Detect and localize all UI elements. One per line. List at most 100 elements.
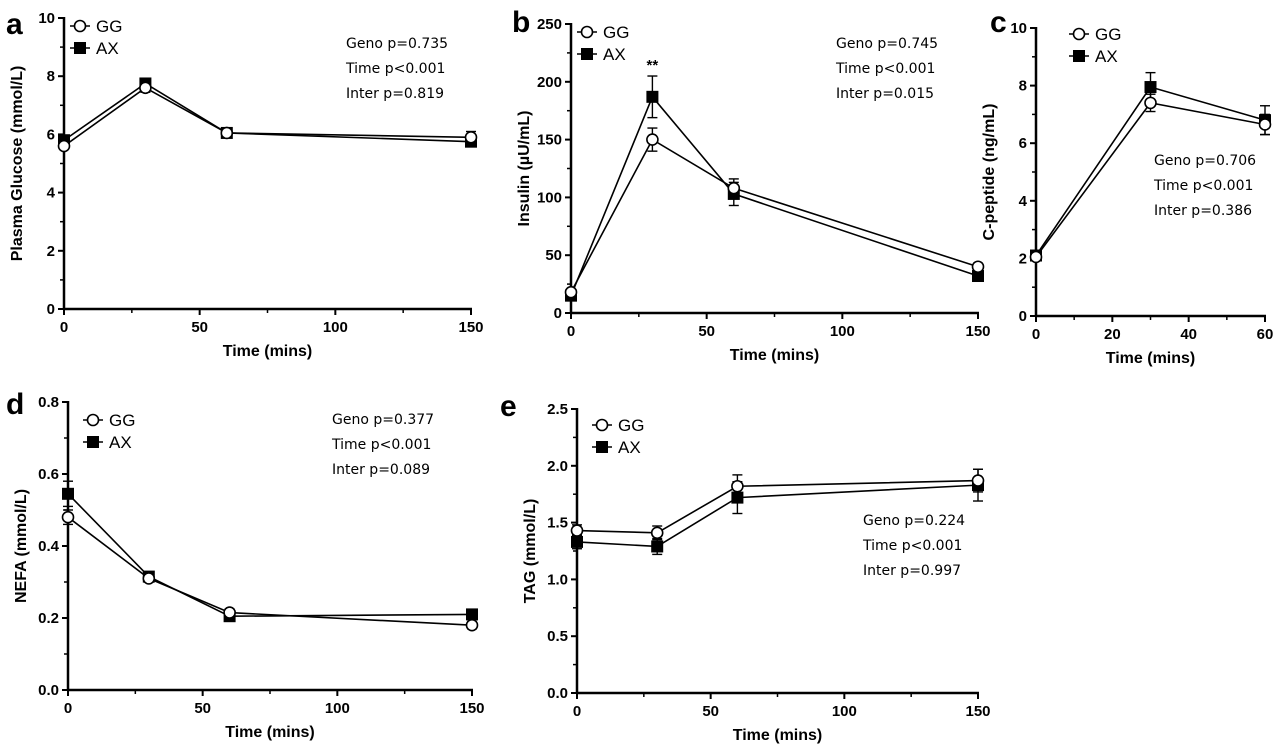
stat-line: Inter p=0.819: [346, 86, 444, 102]
stat-line: Time p<0.001: [331, 437, 431, 453]
data-point-gg: [731, 479, 744, 493]
data-point-gg: [464, 131, 478, 144]
legend-label: AX: [109, 433, 132, 452]
x-tick-label: 150: [965, 323, 990, 340]
legend-label: GG: [96, 17, 122, 36]
x-axis-label: Time (mins): [223, 343, 313, 360]
legend-label: GG: [109, 411, 135, 430]
legend: GG AX: [577, 23, 629, 64]
x-tick-label: 50: [698, 323, 715, 340]
data-point-ax: [62, 487, 74, 500]
data-point-gg: [971, 474, 985, 487]
legend-square-marker: [74, 42, 86, 54]
y-tick-label: 0.5: [547, 628, 568, 645]
stat-line: Inter p=0.089: [332, 462, 430, 478]
x-axis-label: Time (mins): [730, 347, 820, 364]
legend-label: AX: [603, 45, 626, 64]
legend-item-ax: AX: [592, 438, 641, 457]
y-tick-label: 2.0: [547, 458, 568, 475]
data-point-gg: [564, 285, 578, 299]
y-tick-label: 150: [537, 132, 562, 149]
data-point-gg: [727, 181, 741, 195]
y-tick-label: 0: [554, 305, 562, 322]
legend-item-gg: GG: [70, 17, 122, 36]
x-tick-label: 100: [830, 323, 855, 340]
y-tick-label: 0.2: [38, 610, 59, 627]
y-tick-label: 100: [537, 189, 562, 206]
y-axis-label: Plasma Glucose (mmol/L): [9, 66, 26, 262]
y-tick-label: 250: [537, 16, 562, 33]
legend-item-gg: GG: [592, 416, 644, 435]
y-axis-label: TAG (mmol/L): [522, 499, 539, 604]
stats-block: Geno p=0.377 Time p<0.001 Inter p=0.089: [331, 412, 434, 478]
x-tick-label: 100: [832, 703, 857, 720]
data-point-ax: [1144, 81, 1157, 94]
panel-letter: e: [500, 390, 517, 423]
y-tick-label: 2: [1019, 250, 1027, 267]
data-point-gg: [650, 526, 664, 540]
y-tick-label: 0.8: [38, 394, 59, 411]
x-tick-label: 150: [965, 703, 990, 720]
legend: GG AX: [592, 416, 644, 457]
data-point-ax: [731, 491, 744, 504]
stat-line: Inter p=0.386: [1154, 203, 1252, 219]
x-axis-label: Time (mins): [1106, 350, 1196, 367]
legend-circle-marker: [73, 19, 87, 33]
y-axis-label: Insulin (µU/mL): [516, 111, 533, 227]
series-line-gg: [63, 86, 472, 147]
legend-item-gg: GG: [577, 23, 629, 42]
panel-letter: a: [6, 8, 23, 41]
stats-block: Geno p=0.706 Time p<0.001 Inter p=0.386: [1153, 153, 1256, 219]
legend-circle-marker: [86, 413, 100, 427]
stats-block: Geno p=0.735 Time p<0.001 Inter p=0.819: [345, 36, 448, 102]
series-line-ax: [67, 493, 473, 618]
y-tick-label: 8: [47, 68, 55, 85]
stat-line: Geno p=0.377: [332, 412, 434, 428]
y-tick-label: 0: [47, 301, 55, 318]
legend: GG AX: [1069, 25, 1121, 66]
data-point-ax: [972, 270, 984, 283]
legend-item-ax: AX: [70, 39, 119, 58]
stat-line: Geno p=0.735: [346, 36, 448, 52]
y-tick-label: 2.5: [547, 401, 568, 418]
y-tick-label: 50: [545, 247, 562, 264]
x-tick-label: 60: [1257, 326, 1274, 343]
stat-line: Geno p=0.224: [863, 513, 965, 529]
y-tick-label: 1.0: [547, 571, 568, 588]
data-point-gg: [223, 606, 236, 619]
x-tick-label: 100: [325, 700, 350, 717]
data-point-gg: [971, 260, 985, 274]
legend-label: AX: [618, 438, 641, 457]
panel-e: e 0 50 100 150 0.0 0.5 1.0 1.5 2.0 2.5 Time (mins) T…: [500, 390, 991, 744]
series-line-ax: [1035, 86, 1266, 256]
y-tick-label: 200: [537, 74, 562, 91]
panel-letter: d: [6, 388, 24, 421]
x-tick-label: 150: [459, 700, 484, 717]
stat-line: Time p<0.001: [862, 538, 962, 554]
legend-square-marker: [1073, 50, 1085, 62]
x-tick-label: 150: [458, 319, 483, 336]
stat-line: Geno p=0.745: [836, 36, 938, 52]
legend-item-gg: GG: [1069, 25, 1121, 44]
stat-line: Time p<0.001: [835, 61, 935, 77]
y-axis-label: NEFA (mmol/L): [13, 489, 30, 603]
data-point-gg: [1144, 96, 1157, 110]
stat-line: Inter p=0.015: [836, 86, 934, 102]
x-tick-label: 50: [191, 319, 208, 336]
x-tick-label: 20: [1104, 326, 1121, 343]
x-tick-label: 50: [702, 703, 719, 720]
legend-item-ax: AX: [577, 45, 626, 64]
y-tick-label: 6: [1019, 135, 1027, 152]
series-line-ax: [570, 95, 979, 296]
legend-square-marker: [581, 48, 593, 60]
data-point-ax: [646, 90, 659, 103]
data-point-gg: [646, 133, 659, 146]
x-tick-label: 40: [1180, 326, 1197, 343]
panel-d: d 0 50 100 150 0.0 0.2 0.4 0.6 0.8 Time (mins) NEFA…: [6, 388, 485, 741]
legend-square-marker: [87, 436, 99, 448]
y-tick-label: 4: [47, 185, 56, 202]
x-tick-label: 50: [194, 700, 211, 717]
y-tick-label: 10: [38, 10, 55, 27]
significance-annotation: **: [647, 57, 659, 74]
